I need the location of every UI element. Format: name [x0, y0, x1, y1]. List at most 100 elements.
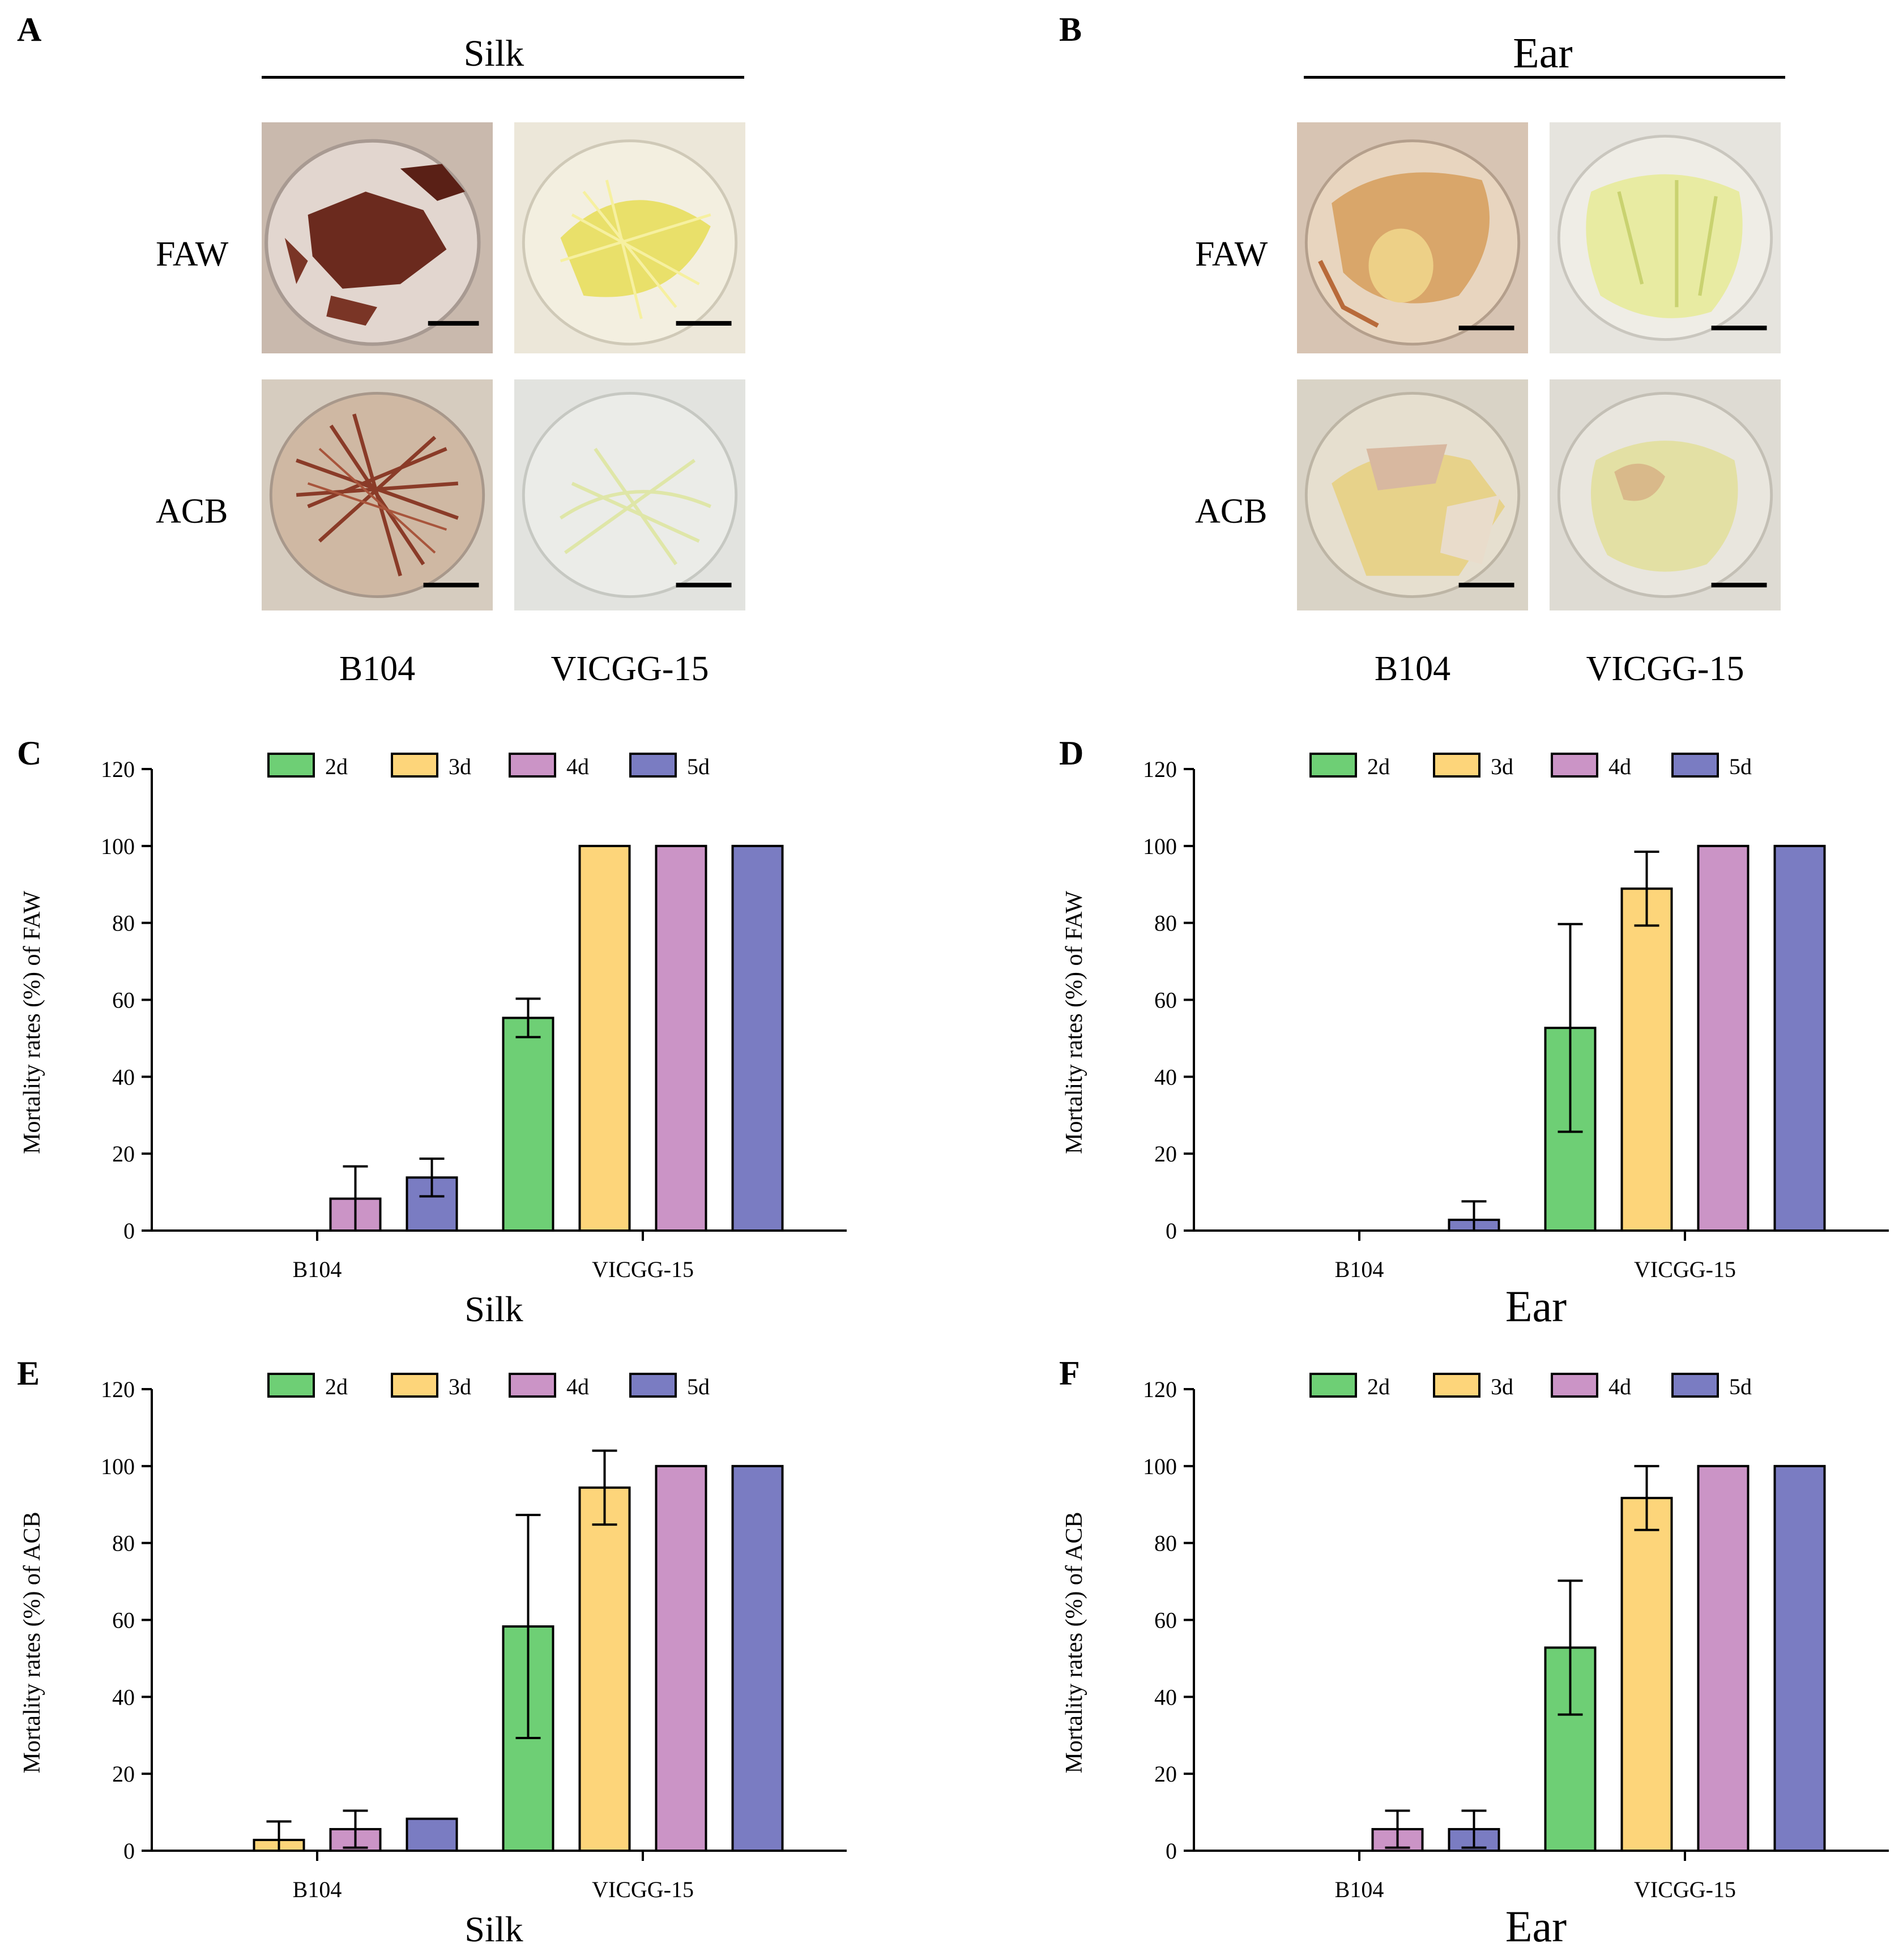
- y-axis-label: Mortality rates (%) of FAW: [1061, 891, 1087, 1154]
- y-tick-label: 20: [112, 1141, 135, 1167]
- x-axis-title: Ear: [1505, 1902, 1567, 1951]
- legend-swatch-4d: [509, 753, 556, 778]
- x-tick-label: B104: [293, 1257, 342, 1282]
- legend-swatch-3d: [391, 753, 438, 778]
- y-tick-label: 0: [123, 1218, 135, 1244]
- chart-panel-d: D 0 20 40 60 80 100 120 Mortality rates (%) of F…: [1059, 735, 1889, 1331]
- y-tick-label: 120: [1143, 1377, 1177, 1402]
- legend-swatch-2d: [267, 753, 315, 778]
- legend-label-4d: 4d: [566, 754, 589, 779]
- y-tick-label: 40: [112, 1684, 135, 1710]
- legend-label-2d: 2d: [325, 754, 348, 779]
- photo-b104-silk-acb: [262, 379, 493, 610]
- bar-5d-vicgg-15: [731, 1464, 784, 1852]
- x-tick-label: B104: [1335, 1877, 1384, 1902]
- y-tick-label: 20: [1154, 1761, 1177, 1787]
- legend-label-3d: 3d: [1491, 754, 1513, 779]
- legend-label-5d: 5d: [1729, 1374, 1752, 1399]
- y-tick-label: 100: [101, 1454, 135, 1479]
- legend-swatch-2d: [1309, 753, 1357, 778]
- y-tick-label: 120: [101, 1377, 135, 1402]
- panel-letter: A: [17, 11, 42, 48]
- legend-swatch-3d: [391, 1373, 438, 1398]
- legend-label-2d: 2d: [325, 1374, 348, 1399]
- y-tick-label: 80: [112, 1531, 135, 1556]
- photo-b104-ear-acb: [1297, 379, 1528, 610]
- bar-5d-b104: [406, 1817, 458, 1852]
- legend-label-3d: 3d: [449, 1374, 471, 1399]
- photo-panel-title: Ear: [1513, 29, 1573, 77]
- bar-3d-vicgg-15: [1620, 1497, 1673, 1852]
- bar-3d-vicgg-15: [1620, 887, 1673, 1232]
- y-tick-label: 100: [1143, 834, 1177, 859]
- row-label-faw: FAW: [1195, 235, 1268, 274]
- y-axis-label: Mortality rates (%) of ACB: [19, 1512, 45, 1774]
- legend-swatch-4d: [1551, 753, 1598, 778]
- x-tick-label: VICGG-15: [1634, 1877, 1736, 1902]
- legend-label-2d: 2d: [1367, 1374, 1390, 1399]
- col-label-vicgg15: VICGG-15: [1586, 650, 1744, 688]
- y-tick-label: 80: [112, 911, 135, 936]
- bar-2d-vicgg-15: [502, 1017, 554, 1232]
- photo-vicgg15-silk-faw: [514, 122, 745, 353]
- y-axis-label: Mortality rates (%) of FAW: [19, 891, 45, 1154]
- photo-b104-ear-faw: [1297, 122, 1528, 353]
- legend-swatch-2d: [1309, 1373, 1357, 1398]
- bar-4d-vicgg-15: [1697, 1464, 1750, 1852]
- legend-label-5d: 5d: [687, 754, 710, 779]
- legend-swatch-5d: [629, 1373, 677, 1398]
- panel-letter: E: [17, 1355, 40, 1392]
- row-label-faw: FAW: [156, 235, 229, 274]
- col-label-b104: B104: [339, 650, 416, 688]
- legend-label-3d: 3d: [1491, 1374, 1513, 1399]
- y-tick-label: 0: [1166, 1218, 1177, 1244]
- y-tick-label: 100: [1143, 1454, 1177, 1479]
- legend-swatch-5d: [1671, 1373, 1719, 1398]
- legend-label-4d: 4d: [1608, 754, 1631, 779]
- col-label-vicgg15: VICGG-15: [551, 650, 709, 688]
- photo-vicgg15-silk-acb: [514, 379, 745, 610]
- bar-5d-vicgg-15: [1773, 1464, 1826, 1852]
- bar-4d-vicgg-15: [655, 1464, 707, 1852]
- x-tick-label: VICGG-15: [592, 1877, 694, 1902]
- photo-b104-silk-faw: [262, 122, 493, 353]
- x-axis-title: Ear: [1505, 1282, 1567, 1331]
- y-tick-label: 60: [1154, 988, 1177, 1013]
- legend-label-4d: 4d: [566, 1374, 589, 1399]
- panel-letter: D: [1059, 735, 1083, 772]
- photo-vicgg15-ear-faw: [1550, 122, 1781, 353]
- y-tick-label: 60: [112, 988, 135, 1013]
- photo-panel-title: Silk: [463, 33, 524, 74]
- y-tick-label: 80: [1154, 911, 1177, 936]
- bar-3d-vicgg-15: [578, 844, 631, 1232]
- legend-swatch-3d: [1433, 1373, 1480, 1398]
- y-tick-label: 100: [101, 834, 135, 859]
- legend-label-5d: 5d: [687, 1374, 710, 1399]
- legend-swatch-4d: [1551, 1373, 1598, 1398]
- legend-label-5d: 5d: [1729, 754, 1752, 779]
- y-tick-label: 40: [1154, 1064, 1177, 1090]
- panel-letter: B: [1059, 11, 1082, 48]
- x-tick-label: VICGG-15: [1634, 1257, 1736, 1282]
- panel-letter: F: [1059, 1355, 1080, 1392]
- col-label-b104: B104: [1374, 650, 1451, 688]
- x-tick-label: B104: [293, 1877, 342, 1902]
- bar-5d-vicgg-15: [731, 844, 784, 1232]
- y-tick-label: 120: [101, 757, 135, 782]
- panel-letter: C: [17, 735, 41, 772]
- y-tick-label: 0: [1166, 1838, 1177, 1864]
- y-tick-label: 120: [1143, 757, 1177, 782]
- chart-panel-e: E 0 20 40 60 80 100 120 Mortality rates (%) of A…: [17, 1355, 847, 1949]
- y-tick-label: 20: [1154, 1141, 1177, 1167]
- legend-label-2d: 2d: [1367, 754, 1390, 779]
- x-axis-title: Silk: [464, 1909, 523, 1949]
- row-label-acb: ACB: [156, 492, 228, 531]
- y-tick-label: 60: [1154, 1608, 1177, 1633]
- legend-label-3d: 3d: [449, 754, 471, 779]
- chart-panel-f: F 0 20 40 60 80 100 120 Mortality rates (%) of A…: [1059, 1355, 1889, 1951]
- bar-3d-vicgg-15: [578, 1486, 631, 1852]
- legend-swatch-5d: [1671, 753, 1719, 778]
- y-tick-label: 20: [112, 1761, 135, 1787]
- y-tick-label: 40: [112, 1064, 135, 1090]
